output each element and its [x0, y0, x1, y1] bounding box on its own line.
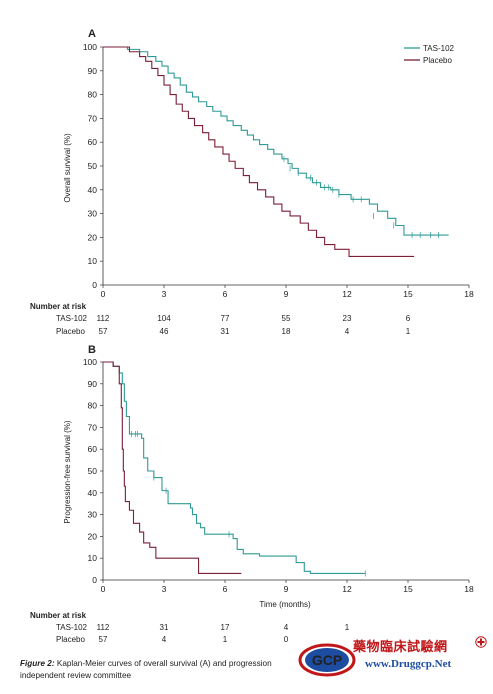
panel-a-y-tick-label: 90 [88, 66, 98, 76]
legend-tas102-label: TAS-102 [423, 44, 455, 53]
panel-a-y-tick-label: 70 [88, 113, 98, 123]
panel-b-risk-value: 1 [345, 623, 350, 632]
panel-b-x-tick-label: 12 [342, 584, 352, 594]
panel-b-y-tick-label: 50 [88, 466, 98, 476]
watermark-url: www.Druggcp.Net [365, 658, 452, 670]
panel-a-y-tick-label: 100 [83, 42, 97, 52]
panel-a-y-tick-label: 0 [92, 280, 97, 290]
panel-a-y-tick-label: 20 [88, 232, 98, 242]
panel-b-y-tick-label: 20 [88, 531, 98, 541]
panel-a-x-tick-label: 18 [464, 289, 474, 299]
panel-b-risk-value: 1 [223, 635, 228, 644]
panel-a-risk-value: 57 [99, 327, 108, 336]
panel-b-curve-placebo [103, 361, 242, 575]
panel-a-legend: TAS-102 Placebo [404, 44, 455, 65]
panel-b-y-tick-label: 60 [88, 444, 98, 454]
panel-b-x-tick-label: 6 [223, 584, 228, 594]
panel-a-risk-value: 31 [221, 327, 230, 336]
panel-b-x-tick-label: 18 [464, 584, 474, 594]
figure-caption: Figure 2: Kaplan-Meier curves of overall… [20, 658, 320, 682]
panel-a-risk-value: 1 [406, 327, 411, 336]
caption-label: Figure 2: [20, 659, 55, 668]
panel-a-risk-row-label: TAS-102 [56, 314, 88, 323]
panel-b-y-axis-label: Progression-free survival (%) [63, 420, 72, 523]
panel-b-risk-value: 0 [284, 635, 289, 644]
panel-a-x-tick-label: 12 [342, 289, 352, 299]
panel-a-y-tick-label: 30 [88, 209, 98, 219]
panel-b-letter: B [88, 344, 96, 356]
panel-b-risk-row-label: TAS-102 [56, 623, 88, 632]
panel-a-x-tick-label: 6 [223, 289, 228, 299]
caption-text-line2: independent review committee [20, 671, 132, 680]
panel-b-x-axis-label: Time (months) [259, 600, 311, 609]
watermark-chinese-text: 藥物臨床試驗網 [353, 640, 448, 655]
panel-b-risk-value: 112 [97, 623, 110, 632]
panel-a-x-tick-label: 3 [162, 289, 167, 299]
red-cross-icon [475, 636, 487, 648]
gcp-logo-icon: GCP [298, 643, 356, 677]
panel-b-risk-value: 4 [284, 623, 289, 632]
panel-b-y-tick-label: 80 [88, 401, 98, 411]
panel-a-risk-row-label: Placebo [56, 327, 85, 336]
panel-b-progression-free-survival: B Progression-free survival (%) Time (mo… [30, 344, 474, 644]
panel-a-risk-value: 55 [282, 314, 291, 323]
panel-b-risk-value: 4 [162, 635, 167, 644]
panel-b-risk-value: 57 [99, 635, 108, 644]
panel-a-risk-value: 46 [160, 327, 169, 336]
panel-b-x-tick-label: 3 [162, 584, 167, 594]
panel-b-y-tick-label: 30 [88, 510, 98, 520]
panel-b-y-tick-label: 70 [88, 422, 98, 432]
panel-b-y-tick-label: 10 [88, 553, 98, 563]
panel-a-risk-value: 6 [406, 314, 411, 323]
panel-a-risk-value: 4 [345, 327, 350, 336]
gcp-logo-text: GCP [312, 652, 342, 668]
panel-b-y-tick-label: 100 [83, 357, 97, 367]
caption-text: Kaplan-Meier curves of overall survival … [56, 659, 272, 668]
panel-b-curve-tas-102 [103, 361, 366, 575]
panel-a-y-tick-label: 60 [88, 137, 98, 147]
panel-a-risk-value: 77 [221, 314, 230, 323]
panel-a-x-tick-label: 0 [101, 289, 106, 299]
panel-a-risk-value: 104 [157, 314, 171, 323]
panel-a-risk-value: 23 [343, 314, 352, 323]
panel-a-risk-value: 18 [282, 327, 291, 336]
panel-b-x-tick-label: 15 [403, 584, 413, 594]
panel-b-risk-row-label: Placebo [56, 635, 85, 644]
panel-a-y-axis-label: Overall survival (%) [63, 133, 72, 203]
panel-b-x-tick-label: 0 [101, 584, 106, 594]
panel-a-y-tick-label: 80 [88, 90, 98, 100]
panel-a-y-tick-label: 40 [88, 185, 98, 195]
panel-a-y-tick-label: 10 [88, 256, 98, 266]
panel-a-overall-survival: A Overall survival (%) TAS-102 Placebo N… [30, 28, 474, 336]
panel-a-y-tick-label: 50 [88, 161, 98, 171]
panel-a-risk-value: 112 [97, 314, 110, 323]
panel-a-curve-tas-102 [103, 46, 449, 236]
panel-b-risk-title: Number at risk [30, 611, 87, 620]
panel-b-y-tick-label: 0 [92, 575, 97, 585]
panel-a-letter: A [88, 28, 96, 40]
panel-a-risk-title: Number at risk [30, 302, 87, 311]
panel-b-risk-value: 17 [221, 623, 230, 632]
panel-b-risk-value: 31 [160, 623, 169, 632]
legend-placebo-label: Placebo [423, 56, 452, 65]
panel-a-curve-placebo [103, 46, 415, 257]
panel-b-y-tick-label: 40 [88, 488, 98, 498]
panel-b-y-tick-label: 90 [88, 379, 98, 389]
druggcp-watermark: GCP 藥物臨床試驗網 www.Druggcp.Net [297, 630, 487, 688]
panel-a-x-tick-label: 15 [403, 289, 413, 299]
panel-b-x-tick-label: 9 [284, 584, 289, 594]
panel-a-x-tick-label: 9 [284, 289, 289, 299]
